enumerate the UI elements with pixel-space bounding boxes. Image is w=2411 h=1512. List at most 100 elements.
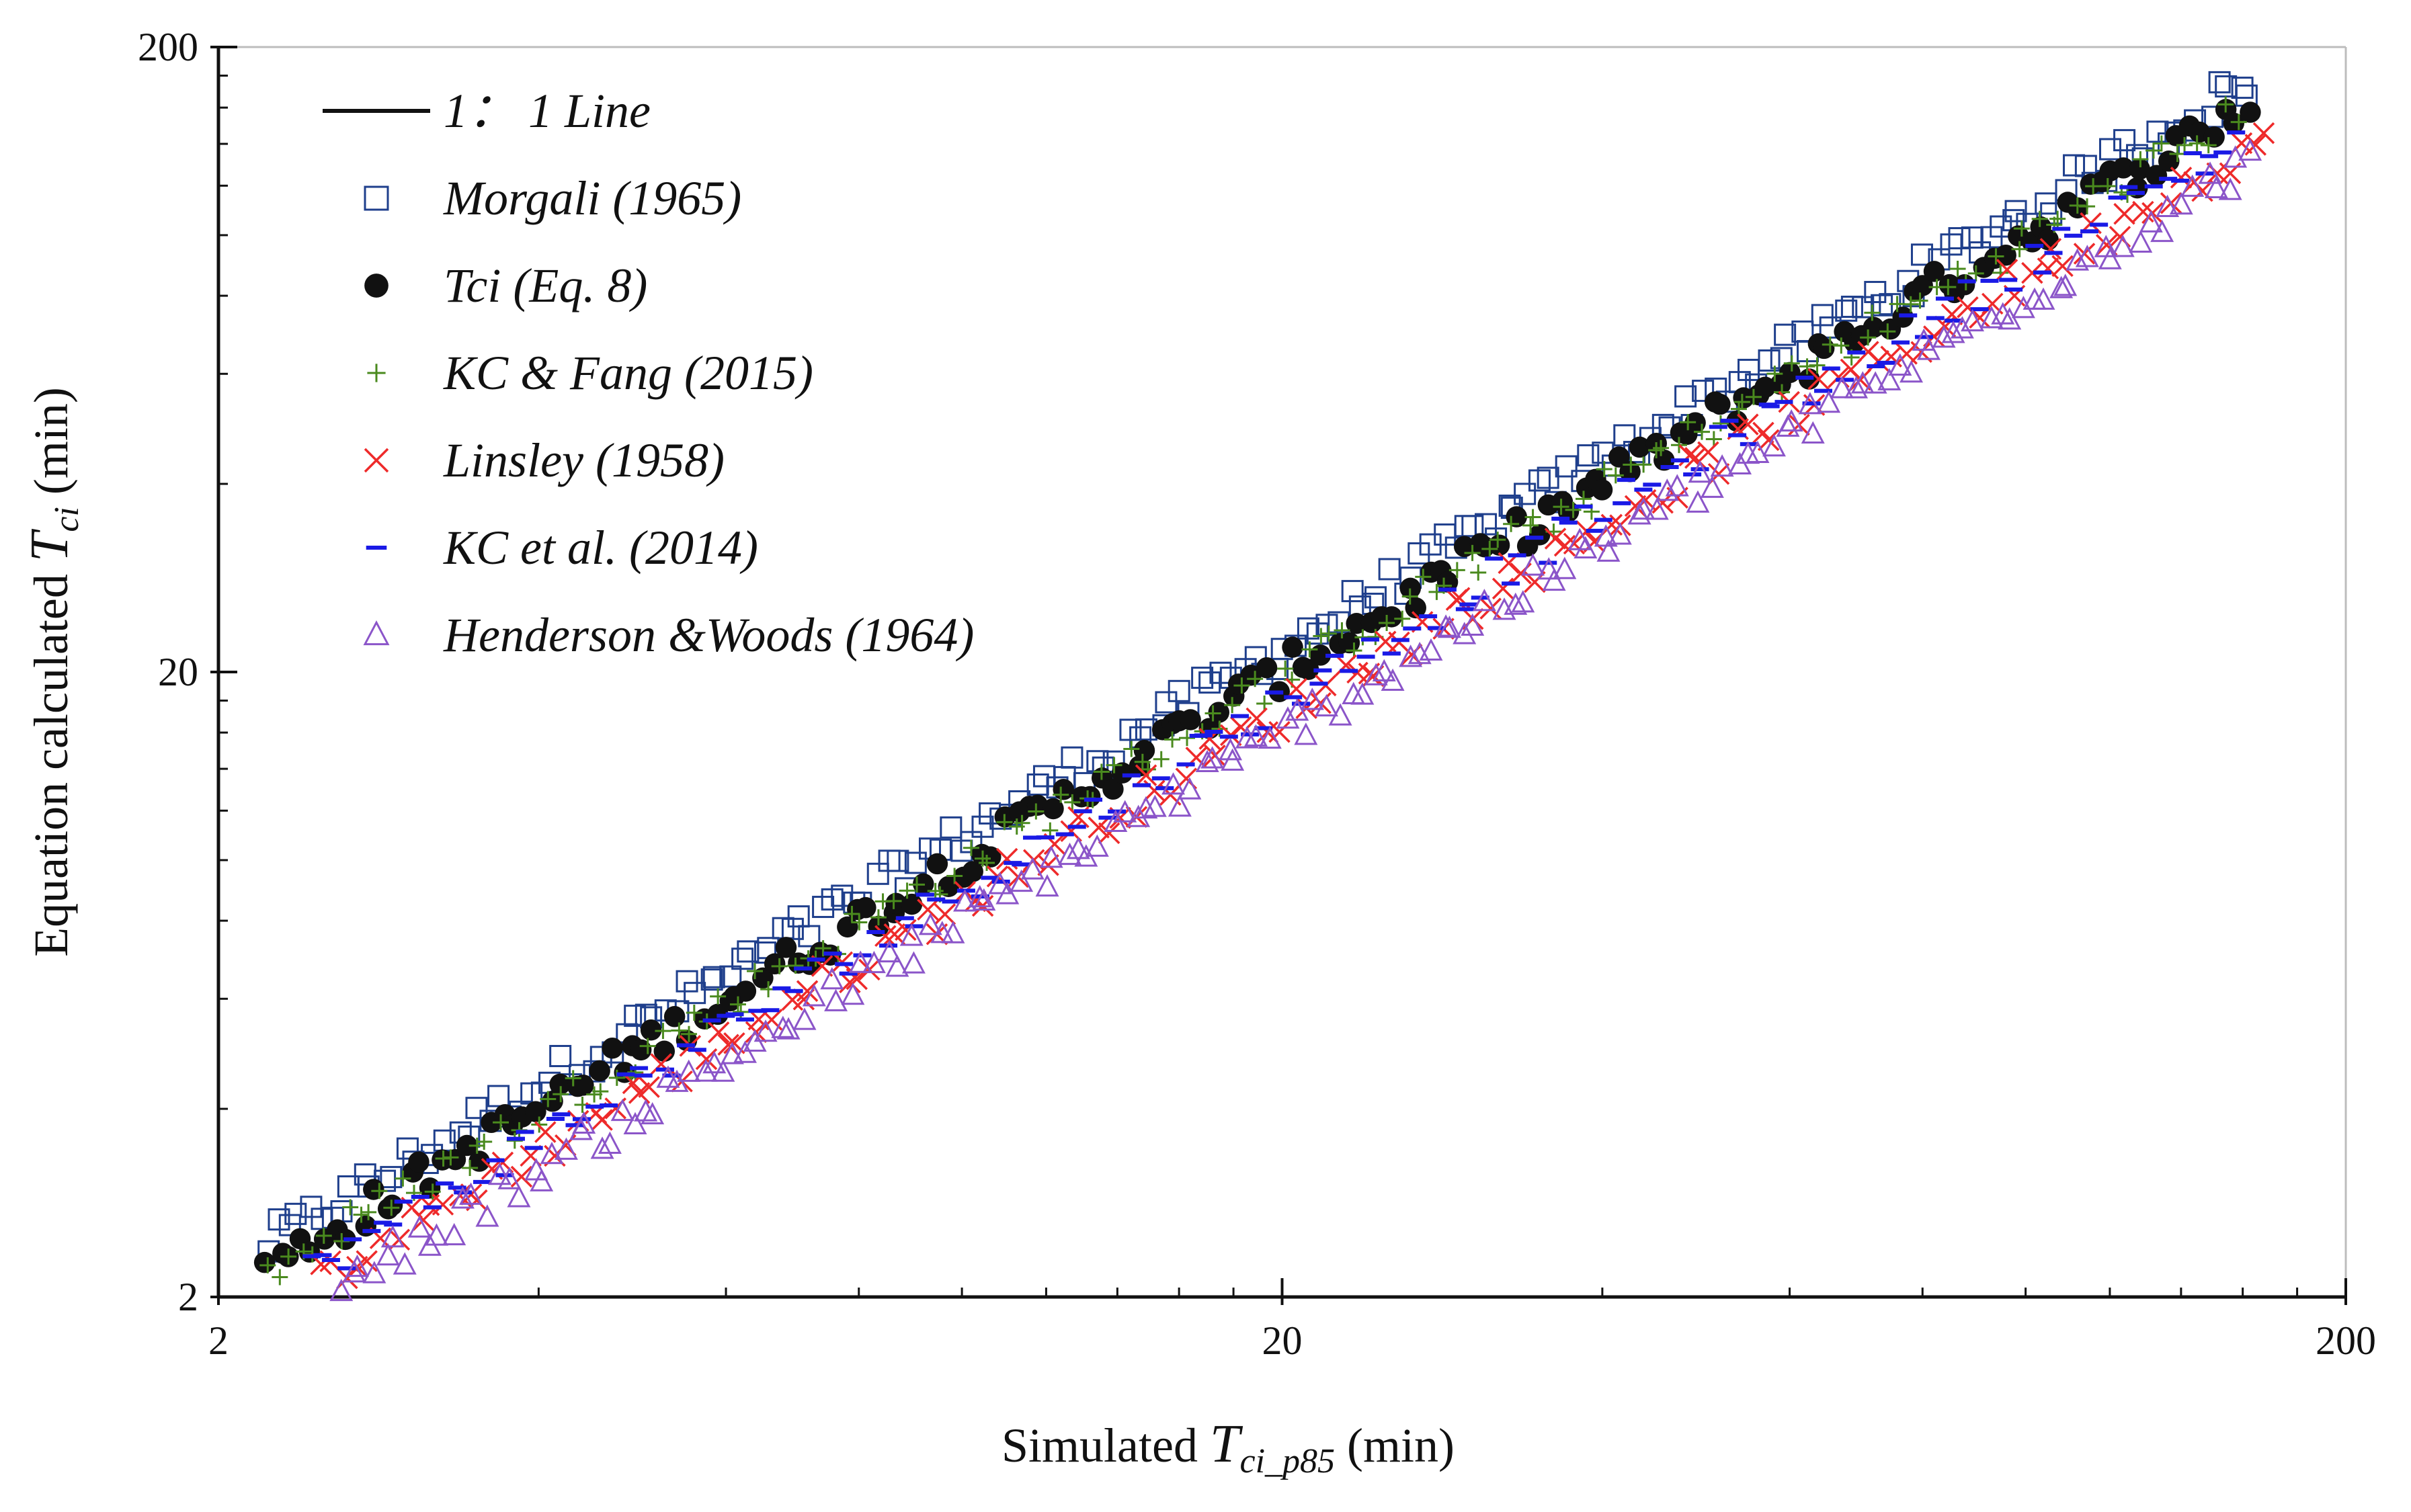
data-point: [1707, 463, 1730, 485]
data-point: [2240, 101, 2261, 123]
data-point: [468, 1137, 485, 1154]
data-point: [963, 839, 979, 856]
data-point: [971, 815, 994, 838]
data-point: [1940, 279, 1957, 296]
data-point: [1300, 687, 1324, 710]
data-point: [1596, 461, 1612, 478]
data-point: [1521, 553, 1545, 576]
data-point: [1916, 337, 1940, 360]
data-point: [1106, 757, 1122, 773]
data-point: [589, 1060, 610, 1082]
data-point: [1233, 677, 1250, 694]
data-point: [1693, 423, 1710, 440]
data-point: [1364, 663, 1388, 685]
data-point: [2176, 136, 2193, 153]
data-point: [1394, 610, 1411, 627]
data-point: [1877, 368, 1902, 390]
data-point: [1066, 837, 1090, 859]
data-point: [1712, 415, 1729, 431]
data-point: [1179, 730, 1196, 747]
data-point: [874, 925, 897, 948]
data-point: [1940, 233, 1963, 256]
data-point: [1240, 665, 1262, 686]
data-point: [1553, 556, 1577, 579]
data-point: [995, 882, 1020, 905]
data-point: [1419, 638, 1443, 661]
data-point: [590, 1136, 614, 1159]
data-point: [2066, 248, 2090, 271]
data-point: [2004, 200, 2027, 222]
data-point: [565, 1070, 581, 1087]
data-point: [917, 898, 939, 921]
data-point: [2208, 71, 2231, 93]
data-point: [695, 1048, 718, 1070]
data-point: [1645, 497, 1669, 520]
data-point: [866, 862, 889, 885]
data-point: [1111, 762, 1133, 784]
data-point: [2169, 192, 2193, 215]
data-point: [2031, 287, 2055, 310]
data-point: [1434, 614, 1458, 637]
data-point: [2111, 235, 2135, 257]
data-point: [2037, 257, 2059, 280]
data-point: [592, 1083, 609, 1100]
data-point: [1489, 532, 1506, 548]
data-point: [602, 1037, 623, 1059]
data-point: [2132, 151, 2149, 168]
data-point: [1688, 460, 1712, 483]
data-point: [1680, 414, 1697, 431]
data-point: [2099, 178, 2116, 195]
data-point: [412, 1209, 435, 1231]
data-point: [355, 1215, 377, 1237]
data-point: [1801, 421, 1825, 444]
data-point: [1491, 577, 1514, 600]
data-point: [1282, 636, 1303, 658]
data-points: [253, 71, 2275, 1302]
data-point: [1950, 316, 1974, 339]
series-2: [259, 96, 2247, 1286]
data-point: [707, 1021, 730, 1044]
data-point: [424, 1183, 441, 1200]
data-point: [2021, 261, 2043, 284]
data-point: [2049, 210, 2066, 227]
data-point: [435, 1150, 452, 1167]
data-point: [1953, 274, 1975, 296]
data-point: [1053, 786, 1069, 803]
data-point: [1492, 597, 1516, 620]
data-point: [2099, 138, 2122, 161]
data-point: [1528, 524, 1551, 546]
data-point: [465, 1097, 488, 1120]
data-point: [1379, 614, 1395, 631]
data-point: [2204, 175, 2228, 198]
data-point: [1061, 746, 1084, 769]
data-point: [1113, 800, 1137, 823]
legend-swatch: [364, 274, 389, 298]
data-point: [753, 1019, 778, 1042]
data-point: [2189, 135, 2205, 152]
data-point: [253, 1251, 276, 1273]
data-point: [1195, 749, 1219, 773]
data-point: [968, 884, 992, 908]
data-point: [433, 1129, 456, 1152]
data-point: [733, 1040, 757, 1063]
data-point: [1697, 441, 1719, 464]
data-point: [885, 892, 907, 915]
legend-label: Morgali (1965): [443, 171, 741, 225]
data-point: [1448, 562, 1465, 579]
data-point: [1674, 385, 1697, 408]
data-point: [953, 889, 977, 912]
data-point: [1624, 495, 1647, 517]
data-point: [1328, 703, 1352, 726]
legend-label: Tci (Eq. 8): [444, 259, 647, 312]
data-point: [1297, 659, 1319, 680]
data-point: [2156, 194, 2180, 217]
data-point: [1746, 440, 1770, 463]
data-point: [396, 1137, 419, 1160]
data-point: [1692, 380, 1715, 403]
legend-swatch: [364, 448, 389, 473]
data-point: [525, 1101, 546, 1123]
data-point: [2075, 245, 2099, 267]
data-point: [1503, 515, 1520, 532]
data-point: [2013, 220, 2030, 237]
data-point: [530, 1169, 554, 1191]
